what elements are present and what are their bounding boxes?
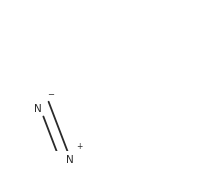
- Text: +: +: [76, 142, 82, 151]
- Text: N: N: [66, 155, 74, 165]
- Text: N: N: [34, 104, 42, 114]
- Text: −: −: [47, 90, 54, 99]
